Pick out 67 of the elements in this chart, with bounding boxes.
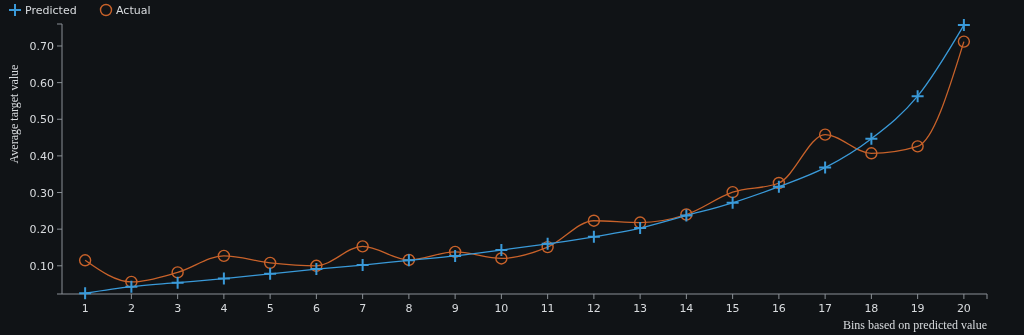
point	[310, 259, 323, 272]
point	[864, 131, 879, 146]
x-tick-label: 4	[220, 302, 228, 315]
point	[448, 248, 463, 263]
y-tick-label: 0.70	[29, 39, 54, 53]
y-tick-label: 0.60	[29, 76, 54, 90]
point	[818, 160, 833, 175]
point	[633, 221, 648, 236]
point	[356, 240, 369, 253]
x-tick-label: 9	[451, 302, 459, 315]
point	[725, 195, 740, 210]
x-tick-label: 17	[818, 302, 833, 315]
point	[78, 286, 93, 301]
point	[309, 262, 324, 277]
x-tick-label: 14	[679, 302, 694, 315]
point	[263, 256, 277, 270]
point	[865, 147, 878, 160]
x-tick-label: 20	[956, 302, 971, 315]
x-tick-label: 3	[174, 302, 182, 315]
point	[171, 266, 184, 279]
x-tick-label: 12	[586, 302, 601, 315]
x-tick-label: 7	[359, 302, 367, 315]
point	[540, 236, 555, 251]
point	[910, 89, 925, 104]
y-tick-label: 0.10	[29, 259, 54, 273]
point	[818, 128, 832, 141]
x-tick-label: 13	[633, 302, 648, 315]
point	[355, 258, 370, 273]
x-tick-label: 11	[540, 302, 555, 315]
point	[771, 179, 786, 194]
point	[170, 275, 185, 290]
point	[125, 275, 138, 289]
x-tick-label: 1	[81, 302, 89, 315]
point	[448, 245, 462, 259]
legend-label: Predicted	[25, 4, 77, 17]
y-axis-title: Average target value	[7, 64, 21, 164]
point	[726, 185, 739, 199]
x-tick-label: 15	[725, 302, 740, 315]
x-tick-label: 5	[266, 302, 274, 315]
point	[124, 279, 139, 294]
x-tick-label: 6	[312, 302, 320, 315]
point	[495, 252, 508, 265]
point	[587, 214, 601, 227]
point	[216, 271, 231, 286]
y-tick-label: 0.30	[29, 186, 54, 200]
point	[217, 249, 231, 263]
point	[494, 243, 509, 258]
x-tick-label: 8	[405, 302, 413, 315]
point	[78, 254, 92, 267]
point	[772, 176, 786, 190]
point	[911, 140, 924, 153]
x-tick-label: 2	[127, 302, 135, 315]
y-tick-label: 0.50	[29, 113, 54, 127]
point	[956, 18, 971, 33]
x-tick-label: 19	[910, 302, 925, 315]
y-tick-label: 0.40	[29, 149, 54, 163]
x-tick-label: 16	[771, 302, 786, 315]
point	[586, 229, 601, 244]
x-axis-title: Bins based on predicted value	[843, 318, 987, 332]
x-tick-label: 18	[864, 302, 879, 315]
point	[263, 266, 278, 281]
point	[633, 216, 647, 229]
legend-label: Actual	[116, 4, 151, 17]
point	[541, 240, 554, 254]
y-tick-label: 0.20	[29, 223, 54, 237]
x-tick-label: 10	[494, 302, 509, 315]
point	[957, 35, 971, 48]
